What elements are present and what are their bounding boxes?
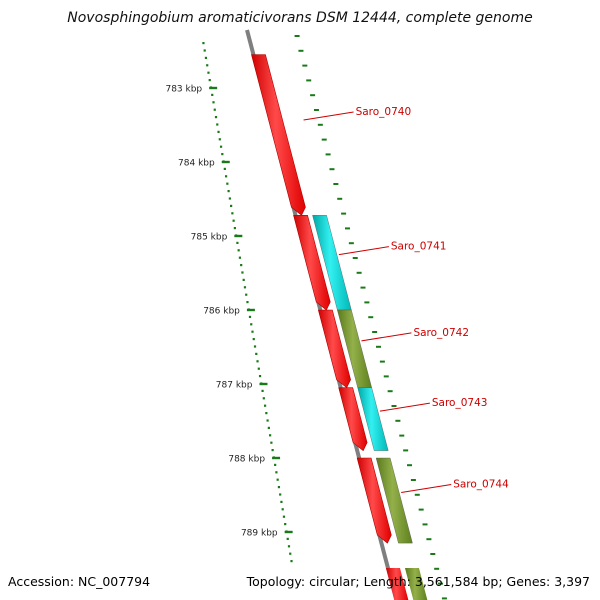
leader-line [338,246,389,256]
minor-tick [206,64,209,67]
leader-line [361,332,412,342]
minor-tick [274,463,277,466]
tick-label: 786 kbp [203,307,240,317]
minor-tick [251,330,254,333]
gene-label: Saro_0742 [413,327,469,339]
tick-label: 785 kbp [191,233,228,243]
leader-line [303,111,354,121]
minor-tick [289,552,292,555]
minor-tick [203,49,206,52]
minor-tick [224,175,228,178]
minor-tick [243,286,247,289]
minor-tick [232,219,235,222]
minor-tick [269,434,272,437]
minor-tick [227,190,230,193]
minor-tick [280,500,283,503]
tick-label: 787 kbp [216,381,253,391]
minor-tick [290,560,293,563]
minor-tick [237,249,240,252]
minor-tick [287,545,291,548]
gene-arrow-Saro_0740[interactable] [251,54,306,216]
gene-labels: Saro_0740 Saro_0741 Saro_0742 Saro_0743 Saro… [303,106,509,494]
gene-label: Saro_0743 [432,397,488,409]
minor-tick [202,42,205,45]
leader-line [401,484,452,494]
minor-tick [271,449,274,452]
minor-tick [217,130,220,133]
minor-tick [248,315,252,318]
minor-tick [238,256,242,259]
minor-tick [256,360,259,363]
gene-label: Saro_0744 [453,479,509,491]
gene-block-Saro_0743[interactable] [357,387,389,451]
gene-arrow-Saro_0744[interactable] [356,457,392,544]
tick-label: 784 kbp [178,159,215,169]
minor-tick [263,404,267,407]
minor-tick [223,167,226,170]
genome-title: Novosphingobium aromaticivorans DSM 1244… [67,10,533,26]
minor-tick [275,471,278,474]
minor-tick [250,323,253,326]
minor-tick [253,345,257,348]
gene-arrow-Saro_0742[interactable] [317,309,351,389]
minor-tick [281,508,284,511]
minor-tick [267,426,270,429]
minor-tick [233,227,236,230]
minor-tick [246,301,249,304]
minor-tick [242,278,245,281]
minor-tick [257,367,260,370]
minor-tick [226,182,229,185]
minor-tick [277,486,281,489]
minor-tick [208,79,211,82]
minor-tick [284,523,287,526]
minor-tick [204,56,208,59]
minor-tick [252,338,255,341]
minor-tick [279,493,282,496]
minor-tick [286,537,289,540]
minor-tick [236,241,239,244]
minor-tick [258,375,262,378]
minor-tick [282,515,286,518]
gene-label: Saro_0740 [356,106,412,118]
minor-tick [265,412,268,415]
kbp-ruler: 783 kbp 784 kbp 785 kbp 786 kbp 787 kbp 788 k… [165,35,447,600]
minor-tick [255,352,258,355]
minor-tick [218,138,221,141]
minor-tick [213,108,216,111]
leader-line [379,402,430,412]
minor-tick [262,397,265,400]
topology-text: Topology: circular; Length: 3,561,584 bp… [246,574,590,589]
gene-label: Saro_0741 [391,241,447,253]
minor-tick [207,71,210,74]
accession-text: Accession: NC_007794 [8,574,151,589]
minor-tick [231,212,234,215]
minor-tick [266,419,269,422]
minor-tick [216,123,219,126]
minor-tick [214,116,218,119]
minor-tick [240,264,243,267]
minor-tick [228,197,231,200]
minor-tick [245,293,248,296]
minor-tick [219,145,223,148]
tick-label: 783 kbp [165,85,202,95]
minor-tick [212,101,215,104]
gene-track[interactable] [251,54,428,600]
minor-tick [276,478,279,481]
minor-tick [241,271,244,274]
gene-block-next[interactable] [404,568,428,600]
gene-arrow-Saro_0741[interactable] [293,214,331,311]
tick-label: 788 kbp [228,455,265,465]
gene-arrow-Saro_0743[interactable] [338,387,368,452]
gene-block-Saro_0744[interactable] [375,457,413,544]
minor-tick [261,389,264,392]
minor-tick [211,93,214,96]
tick-label: 789 kbp [241,529,278,539]
gene-arrow-next[interactable] [385,568,409,600]
minor-tick [221,153,224,156]
minor-tick [270,441,273,444]
minor-tick [230,204,233,207]
